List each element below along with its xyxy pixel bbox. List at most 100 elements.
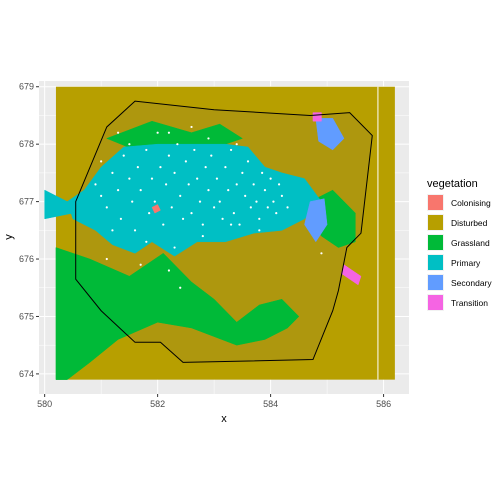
observation-point bbox=[187, 183, 190, 186]
x-axis: 580 582 584 586 bbox=[37, 394, 391, 409]
observation-point bbox=[116, 189, 120, 192]
observation-point bbox=[286, 206, 289, 209]
observation-point bbox=[246, 160, 250, 163]
observation-point bbox=[128, 143, 131, 146]
observation-point bbox=[275, 211, 278, 215]
observation-point bbox=[255, 200, 258, 203]
observation-point bbox=[244, 194, 247, 197]
region-transition bbox=[312, 112, 322, 122]
observation-point bbox=[198, 200, 202, 203]
observation-point bbox=[150, 177, 154, 180]
observation-point bbox=[179, 194, 182, 197]
legend-label-grassland: Grassland bbox=[451, 238, 490, 248]
observation-point bbox=[170, 206, 173, 209]
observation-point bbox=[235, 183, 238, 186]
legend-key-secondary bbox=[428, 275, 443, 290]
observation-point bbox=[238, 223, 241, 226]
legend-label-disturbed: Disturbed bbox=[451, 218, 488, 228]
observation-point bbox=[258, 217, 261, 220]
region-grassland bbox=[55, 247, 300, 380]
y-tick-label: 679 bbox=[19, 82, 34, 92]
legend-key-grassland bbox=[428, 235, 443, 250]
observation-point bbox=[201, 223, 204, 226]
observation-point bbox=[105, 257, 108, 261]
observation-point bbox=[190, 211, 193, 215]
observation-point bbox=[249, 206, 252, 209]
observation-point bbox=[164, 183, 168, 186]
observation-point bbox=[167, 269, 171, 272]
observation-point bbox=[261, 171, 264, 174]
observation-point bbox=[100, 160, 103, 163]
x-tick-label: 582 bbox=[150, 399, 165, 409]
observation-point bbox=[221, 217, 224, 220]
observation-point bbox=[232, 211, 235, 215]
observation-point bbox=[277, 183, 281, 186]
observation-point bbox=[201, 234, 204, 238]
observation-point bbox=[167, 154, 171, 157]
legend-label-primary: Primary bbox=[451, 258, 481, 268]
observation-point bbox=[167, 131, 171, 134]
observation-point bbox=[162, 223, 165, 226]
observation-point bbox=[229, 148, 233, 152]
observation-point bbox=[105, 206, 108, 209]
observation-point bbox=[272, 200, 275, 203]
legend-label-colonising: Colonising bbox=[451, 198, 491, 208]
y-axis-title: y bbox=[3, 234, 15, 240]
observation-point bbox=[159, 166, 162, 169]
x-axis-title: x bbox=[221, 413, 227, 425]
observation-point bbox=[173, 171, 176, 174]
observation-point bbox=[139, 263, 142, 266]
observation-point bbox=[100, 194, 103, 197]
observation-point bbox=[119, 217, 123, 220]
map-layer bbox=[44, 86, 395, 380]
observation-point bbox=[213, 206, 216, 209]
legend-entries: Colonising Disturbed Grassland Primary Secon… bbox=[427, 194, 492, 311]
legend-label-secondary: Secondary bbox=[451, 278, 492, 288]
legend-label-transition: Transition bbox=[451, 298, 488, 308]
observation-point bbox=[176, 143, 179, 146]
observation-point bbox=[122, 154, 125, 157]
observation-point bbox=[252, 183, 255, 186]
x-tick-label: 584 bbox=[263, 399, 278, 409]
y-tick-label: 676 bbox=[19, 254, 34, 264]
observation-point bbox=[148, 211, 151, 215]
observation-point bbox=[258, 229, 261, 232]
observation-point bbox=[153, 200, 156, 203]
observation-point bbox=[280, 194, 284, 197]
legend-key-primary bbox=[428, 255, 443, 270]
region-secondary bbox=[304, 198, 328, 243]
y-tick-label: 677 bbox=[19, 197, 34, 207]
observation-point bbox=[227, 189, 230, 192]
region-primary bbox=[44, 189, 74, 220]
observation-point bbox=[184, 160, 187, 163]
observation-point bbox=[215, 177, 219, 180]
observation-point bbox=[218, 200, 221, 203]
observation-point bbox=[116, 131, 120, 134]
legend-title: vegetation bbox=[427, 178, 478, 190]
observation-point bbox=[193, 148, 196, 152]
observation-point bbox=[320, 252, 323, 255]
observation-point bbox=[133, 229, 137, 232]
observation-point bbox=[224, 166, 227, 169]
observation-point bbox=[179, 286, 182, 289]
y-tick-label: 675 bbox=[19, 311, 34, 321]
observation-point bbox=[196, 177, 199, 180]
region-secondary bbox=[315, 118, 345, 151]
observation-point bbox=[241, 171, 244, 174]
observation-point bbox=[266, 206, 269, 209]
observation-point bbox=[263, 189, 267, 192]
x-tick-label: 586 bbox=[376, 399, 391, 409]
observation-point bbox=[94, 183, 97, 186]
observation-point bbox=[229, 223, 233, 226]
observation-point bbox=[128, 177, 131, 180]
study-area-boundary bbox=[75, 100, 373, 363]
legend-key-colonising bbox=[428, 195, 443, 210]
observation-point bbox=[145, 240, 148, 243]
observation-point bbox=[145, 148, 148, 152]
legend-key-transition bbox=[428, 295, 443, 310]
y-tick-label: 678 bbox=[19, 139, 34, 149]
observation-point bbox=[156, 131, 159, 134]
observation-point bbox=[111, 229, 114, 232]
observation-point bbox=[181, 217, 185, 220]
